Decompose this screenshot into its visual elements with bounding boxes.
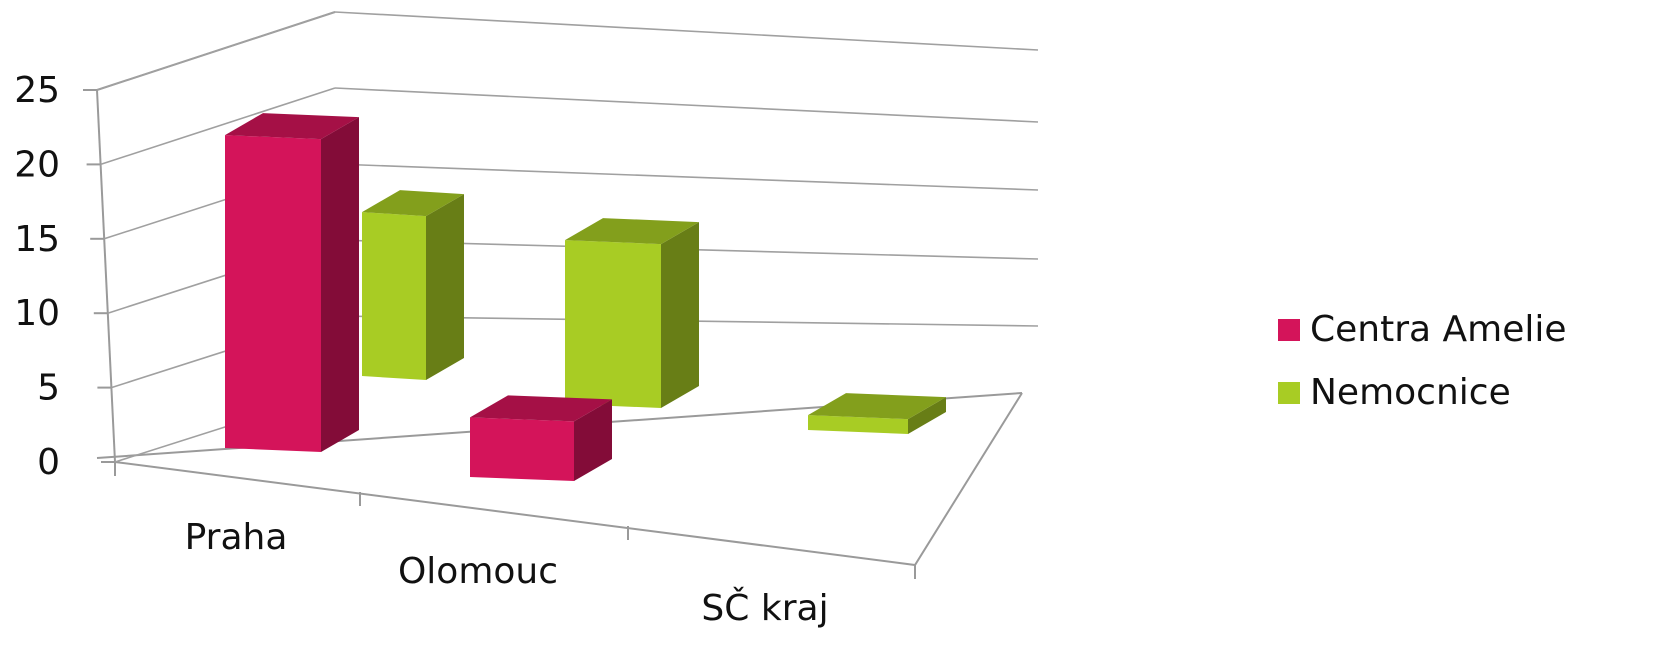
bar-centra-amelie-Praha-top	[225, 113, 359, 140]
bar-nemocnice-SČ kraj-front	[808, 415, 908, 434]
gridline-back-25	[334, 11, 1039, 51]
bar-centra-amelie-Praha	[225, 113, 359, 452]
bar-nemocnice-Olomouc-top	[565, 218, 699, 245]
y-tick-label-20: 20	[14, 144, 60, 185]
gridline-back-20	[334, 87, 1039, 123]
bar-nemocnice-Olomouc-front	[565, 240, 661, 408]
legend-swatch-0	[1278, 319, 1300, 341]
bar-nemocnice-Olomouc-side	[661, 222, 699, 408]
bar-centra-amelie-Praha-side	[321, 117, 359, 452]
bar-nemocnice-Praha-side	[426, 194, 464, 380]
gridline-back-15	[334, 163, 1039, 191]
gridline-left-20	[100, 87, 336, 166]
bar-centra-amelie-Praha-front	[225, 135, 321, 452]
y-tick-label-0: 0	[37, 442, 60, 483]
y-tick-label-5: 5	[37, 368, 60, 409]
legend-label-0: Centra Amelie	[1310, 309, 1567, 350]
y-tick-label-15: 15	[14, 219, 60, 260]
x-category-label-1: Olomouc	[398, 551, 558, 592]
bar-centra-amelie-Olomouc-side	[574, 399, 612, 481]
bar-nemocnice-Praha	[362, 190, 464, 380]
bar-centra-amelie-Olomouc-top	[470, 395, 612, 422]
gridline-left-25	[96, 11, 336, 91]
legend-swatch-1	[1278, 382, 1300, 404]
y-tick-label-25: 25	[14, 70, 60, 111]
y-tick-label-10: 10	[14, 293, 60, 334]
bar-centra-amelie-Olomouc-front	[470, 417, 574, 481]
axes: 0 5 10 15 20 25 Praha Olomouc SČ kraj	[14, 70, 916, 629]
bar-nemocnice-SČ kraj	[808, 393, 946, 434]
bar-nemocnice-Praha-top	[362, 190, 464, 217]
bar-nemocnice-Olomouc	[565, 218, 699, 408]
bar-nemocnice-SČ kraj-top	[808, 393, 946, 420]
legend-label-1: Nemocnice	[1310, 372, 1511, 413]
legend: Centra Amelie Nemocnice	[1278, 309, 1567, 413]
bar-centra-amelie-Olomouc	[470, 395, 612, 481]
x-category-label-2: SČ kraj	[701, 587, 828, 629]
bars	[225, 113, 946, 481]
left-wall-edge	[96, 89, 116, 463]
x-category-label-0: Praha	[185, 517, 288, 558]
bar-nemocnice-SČ kraj-side	[908, 397, 946, 434]
bar-nemocnice-Praha-front	[362, 212, 426, 380]
